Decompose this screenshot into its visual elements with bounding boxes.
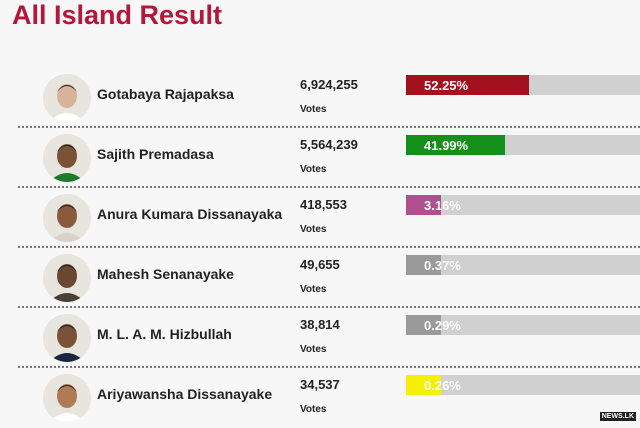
candidate-row: M. L. A. M. Hizbullah 38,814 Votes 0.29%	[0, 308, 640, 368]
candidate-name: Gotabaya Rajapaksa	[97, 86, 234, 102]
votes-label: Votes	[300, 164, 327, 175]
row-divider	[18, 186, 640, 188]
percent-label: 0.29%	[424, 318, 461, 333]
candidate-avatar	[43, 134, 91, 182]
percent-label: 0.26%	[424, 378, 461, 393]
percent-bar-fill	[406, 75, 529, 95]
percent-bar-fill	[406, 195, 441, 215]
row-divider	[18, 306, 640, 308]
percent-bar-fill	[406, 315, 441, 335]
percent-bar-fill	[406, 255, 441, 275]
page-title: All Island Result	[12, 0, 223, 30]
percent-bar: 0.29%	[406, 315, 640, 335]
row-divider	[18, 126, 640, 128]
vote-count: 418,553	[300, 197, 347, 212]
candidate-row: Anura Kumara Dissanayaka 418,553 Votes 3…	[0, 188, 640, 248]
votes-label: Votes	[300, 344, 327, 355]
vote-count: 6,924,255	[300, 77, 358, 92]
candidate-row: Sajith Premadasa 5,564,239 Votes 41.99%	[0, 128, 640, 188]
percent-label: 52.25%	[424, 78, 469, 93]
row-divider	[18, 366, 640, 368]
votes-label: Votes	[300, 404, 327, 415]
percent-label: 41.99%	[424, 138, 469, 153]
candidate-row: Gotabaya Rajapaksa 6,924,255 Votes 52.25…	[0, 68, 640, 128]
vote-count: 5,564,239	[300, 137, 358, 152]
votes-label: Votes	[300, 284, 327, 295]
candidate-name: M. L. A. M. Hizbullah	[97, 326, 232, 342]
candidate-name: Anura Kumara Dissanayaka	[97, 206, 283, 222]
percent-bar: 41.99%	[406, 135, 640, 155]
candidate-row: Mahesh Senanayake 49,655 Votes 0.37%	[0, 248, 640, 308]
candidate-name: Ariyawansha Dissanayake	[97, 386, 273, 402]
vote-count: 49,655	[300, 257, 340, 272]
candidate-avatar	[43, 314, 91, 362]
candidate-avatar	[43, 254, 91, 302]
candidate-avatar	[43, 74, 91, 122]
percent-bar: 0.37%	[406, 255, 640, 275]
row-divider	[18, 246, 640, 248]
candidate-row: Ariyawansha Dissanayake 34,537 Votes 0.2…	[0, 368, 640, 428]
votes-label: Votes	[300, 104, 327, 115]
votes-label: Votes	[300, 224, 327, 235]
percent-label: 3.16%	[424, 198, 461, 213]
percent-bar: 0.26%	[406, 375, 640, 395]
percent-bar-fill	[406, 135, 505, 155]
percent-bar: 52.25%	[406, 75, 640, 95]
candidate-avatar	[43, 194, 91, 242]
percent-label: 0.37%	[424, 258, 461, 273]
percent-bar-fill	[406, 375, 441, 395]
watermark-logo: NEWS.LK	[599, 412, 636, 421]
candidate-name: Mahesh Senanayake	[97, 266, 234, 282]
vote-count: 38,814	[300, 317, 340, 332]
candidate-name: Sajith Premadasa	[97, 146, 214, 162]
percent-bar: 3.16%	[406, 195, 640, 215]
vote-count: 34,537	[300, 377, 340, 392]
candidate-avatar	[43, 374, 91, 422]
